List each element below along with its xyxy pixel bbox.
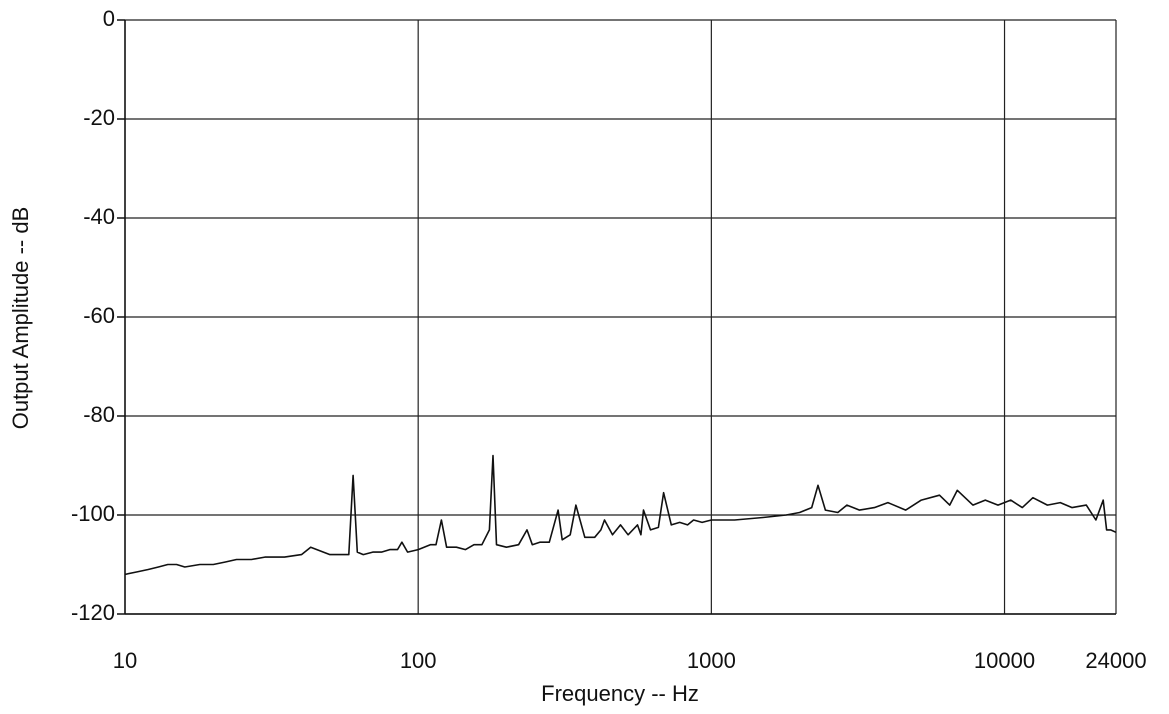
y-tick-label: 0 bbox=[103, 6, 115, 31]
x-tick-label: 100 bbox=[400, 648, 437, 673]
y-axis-label: Output Amplitude -- dB bbox=[8, 207, 33, 430]
y-tick-label: -40 bbox=[83, 204, 115, 229]
y-tick-label: -100 bbox=[71, 501, 115, 526]
y-tick-label: -20 bbox=[83, 105, 115, 130]
x-tick-label: 10 bbox=[113, 648, 137, 673]
y-tick-label: -60 bbox=[83, 303, 115, 328]
y-tick-label: -120 bbox=[71, 600, 115, 625]
x-axis-label: Frequency -- Hz bbox=[541, 681, 699, 706]
y-tick-label: -80 bbox=[83, 402, 115, 427]
x-tick-label: 1000 bbox=[687, 648, 736, 673]
x-tick-label: 24000 bbox=[1085, 648, 1146, 673]
data-line bbox=[124, 454, 1117, 576]
x-tick-label: 10000 bbox=[974, 648, 1035, 673]
